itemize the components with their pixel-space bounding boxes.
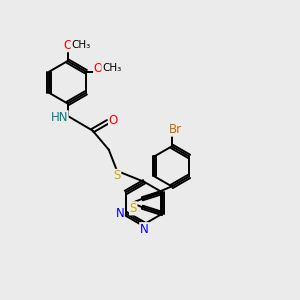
Text: Br: Br [169, 123, 182, 136]
Text: CH₃: CH₃ [71, 40, 90, 50]
Text: CH₃: CH₃ [102, 63, 121, 73]
Text: O: O [63, 39, 72, 52]
Text: N: N [140, 223, 148, 236]
Text: O: O [109, 114, 118, 127]
Text: S: S [130, 202, 137, 215]
Text: HN: HN [51, 111, 68, 124]
Text: O: O [94, 61, 103, 75]
Text: N: N [116, 207, 124, 220]
Text: S: S [113, 169, 121, 182]
